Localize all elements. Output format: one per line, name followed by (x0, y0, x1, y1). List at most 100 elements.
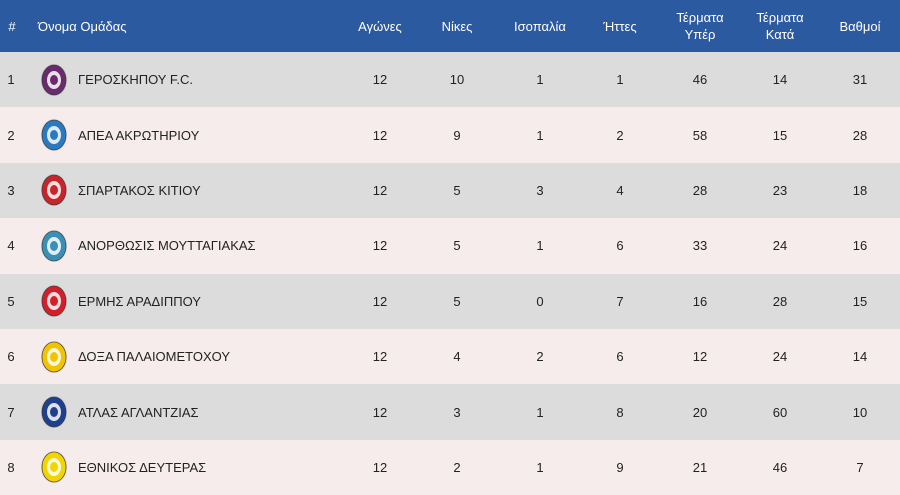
position-cell: 1 (7, 72, 15, 88)
goals-for-cell: 58 (692, 127, 708, 143)
draws-cell: 2 (536, 349, 544, 365)
wins-cell: 5 (453, 238, 461, 254)
team-logo-cell (38, 274, 70, 329)
spartakos-crest-icon (41, 174, 67, 206)
goals-for-cell: 28 (692, 182, 708, 198)
points-cell: 10 (852, 404, 868, 420)
losses-cell: 2 (616, 127, 624, 143)
table-row: 6 ΔΟΞΑ ΠΑΛΑΙΟΜΕΤΟΧΟΥ 12 4 2 6 12 24 14 (0, 328, 900, 385)
header-position: # (8, 18, 16, 34)
team-name-cell[interactable]: ΑΤΛΑΣ ΑΓΛΑΝΤΖΙΑΣ (78, 404, 199, 420)
header-goals-against: Τέρματα Κατά (756, 10, 804, 42)
header-points: Βαθμοί (839, 18, 881, 34)
points-cell: 14 (852, 349, 868, 365)
draws-cell: 1 (536, 72, 544, 88)
position-cell: 8 (7, 459, 15, 475)
position-cell: 5 (7, 293, 15, 309)
team-name-cell[interactable]: ΕΡΜΗΣ ΑΡΑΔΙΠΠΟΥ (78, 293, 201, 309)
points-cell: 15 (852, 293, 868, 309)
table-row: 2 ΑΠΕΑ ΑΚΡΩΤΗΡΙΟΥ 12 9 1 2 58 15 28 (0, 107, 900, 163)
table-row: 4 ΑΝΟΡΘΩΣΙΣ ΜΟΥΤΤΑΓΙΑΚΑΣ 12 5 1 6 33 24 16 (0, 218, 900, 274)
losses-cell: 7 (616, 293, 624, 309)
position-cell: 7 (7, 404, 15, 420)
table-row: 8 ΕΘΝΙΚΟΣ ΔΕΥΤΕΡΑΣ 12 2 1 9 21 46 7 (0, 439, 900, 495)
position-cell: 6 (7, 349, 15, 365)
team-name-cell[interactable]: ΕΘΝΙΚΟΣ ΔΕΥΤΕΡΑΣ (78, 459, 207, 475)
played-cell: 12 (372, 238, 388, 254)
draws-cell: 1 (536, 127, 544, 143)
goals-against-cell: 23 (772, 182, 788, 198)
goals-against-cell: 24 (772, 238, 788, 254)
wins-cell: 2 (453, 459, 461, 475)
ethnikos-crest-icon (41, 451, 67, 483)
points-cell: 18 (852, 182, 868, 198)
team-logo-cell (38, 218, 70, 273)
goals-against-cell: 46 (772, 459, 788, 475)
points-cell: 28 (852, 127, 868, 143)
goals-against-cell: 60 (772, 404, 788, 420)
wins-cell: 10 (449, 72, 465, 88)
points-cell: 7 (856, 459, 864, 475)
played-cell: 12 (372, 404, 388, 420)
position-cell: 4 (7, 238, 15, 254)
atlas-crest-icon (41, 396, 67, 428)
team-logo-cell (38, 384, 70, 439)
goals-for-cell: 46 (692, 72, 708, 88)
header-played: Αγώνες (358, 18, 402, 34)
goals-against-cell: 28 (772, 293, 788, 309)
draws-cell: 1 (536, 238, 544, 254)
played-cell: 12 (372, 127, 388, 143)
header-goals-for: Τέρματα Υπέρ (676, 10, 724, 42)
header-draws: Ισοπαλία (514, 18, 566, 34)
position-cell: 3 (7, 182, 15, 198)
header-losses: Ήττες (603, 18, 637, 34)
goals-against-cell: 14 (772, 72, 788, 88)
played-cell: 12 (372, 349, 388, 365)
wins-cell: 9 (453, 127, 461, 143)
goals-for-cell: 21 (692, 459, 708, 475)
ermis-crest-icon (41, 285, 67, 317)
team-name-cell[interactable]: ΑΝΟΡΘΩΣΙΣ ΜΟΥΤΤΑΓΙΑΚΑΣ (78, 238, 256, 254)
goals-for-cell: 33 (692, 238, 708, 254)
points-cell: 31 (852, 72, 868, 88)
losses-cell: 1 (616, 72, 624, 88)
wins-cell: 5 (453, 293, 461, 309)
team-logo-cell (38, 163, 70, 218)
team-logo-cell (38, 107, 70, 162)
position-cell: 2 (7, 127, 15, 143)
team-name-cell[interactable]: ΣΠΑΡΤΑΚΟΣ ΚΙΤΙΟΥ (78, 182, 201, 198)
wins-cell: 3 (453, 404, 461, 420)
flamingo-crest-icon (41, 119, 67, 151)
losses-cell: 4 (616, 182, 624, 198)
table-row: 7 ΑΤΛΑΣ ΑΓΛΑΝΤΖΙΑΣ 12 3 1 8 20 60 10 (0, 384, 900, 440)
goals-for-cell: 12 (692, 349, 708, 365)
team-logo-cell (38, 440, 70, 495)
table-row: 1 ΓΕΡΟΣΚΗΠΟΥ F.C. 12 10 1 1 46 14 31 (0, 52, 900, 108)
wins-cell: 4 (453, 349, 461, 365)
team-name-cell[interactable]: ΑΠΕΑ ΑΚΡΩΤΗΡΙΟΥ (78, 127, 200, 143)
wins-cell: 5 (453, 182, 461, 198)
draws-cell: 0 (536, 293, 544, 309)
played-cell: 12 (372, 459, 388, 475)
header-team-name: Όνομα Ομάδας (38, 18, 127, 34)
losses-cell: 9 (616, 459, 624, 475)
table-row: 3 ΣΠΑΡΤΑΚΟΣ ΚΙΤΙΟΥ 12 5 3 4 28 23 18 (0, 162, 900, 219)
goals-for-cell: 20 (692, 404, 708, 420)
goals-for-cell: 16 (692, 293, 708, 309)
played-cell: 12 (372, 72, 388, 88)
losses-cell: 6 (616, 238, 624, 254)
losses-cell: 8 (616, 404, 624, 420)
losses-cell: 6 (616, 349, 624, 365)
points-cell: 16 (852, 238, 868, 254)
team-logo-cell (38, 52, 70, 107)
team-name-cell[interactable]: ΔΟΞΑ ΠΑΛΑΙΟΜΕΤΟΧΟΥ (78, 349, 231, 365)
team-name-cell[interactable]: ΓΕΡΟΣΚΗΠΟΥ F.C. (78, 72, 193, 88)
goals-against-cell: 24 (772, 349, 788, 365)
table-header: # Όνομα Ομάδας Αγώνες Νίκες Ισοπαλία Ήττ… (0, 0, 900, 52)
draws-cell: 3 (536, 182, 544, 198)
geroskipou-crest-icon (41, 64, 67, 96)
draws-cell: 1 (536, 404, 544, 420)
played-cell: 12 (372, 182, 388, 198)
team-logo-cell (38, 329, 70, 384)
